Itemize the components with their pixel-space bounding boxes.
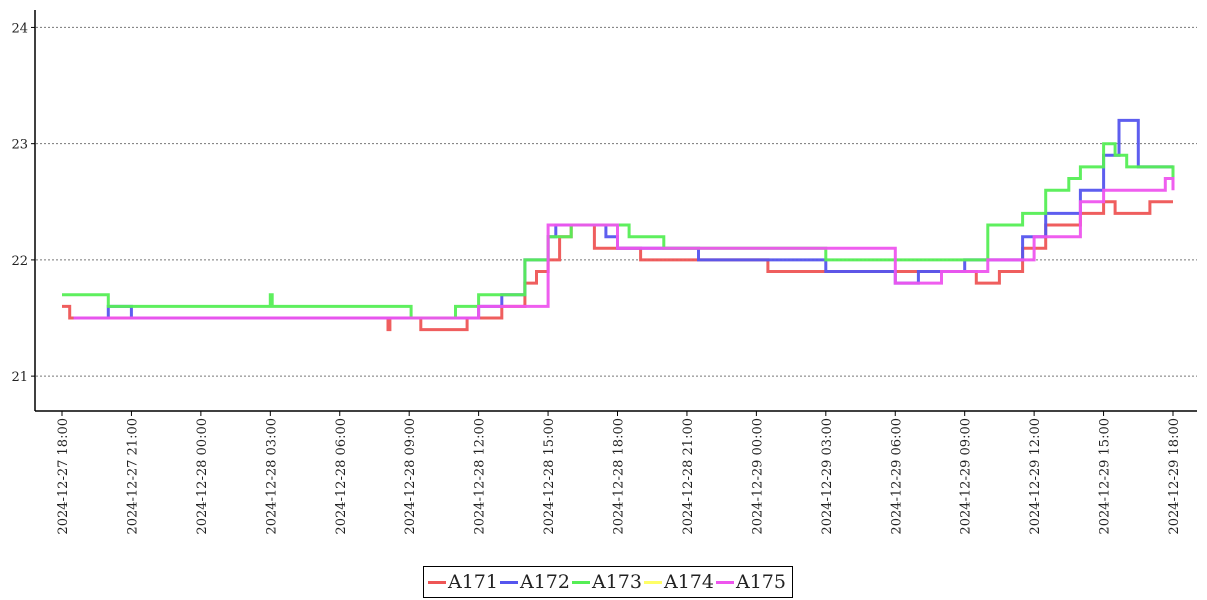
legend-swatch [500,580,518,584]
y-tick-label: 24 [11,21,28,36]
legend-label: A174 [664,571,714,593]
legend-item-a174: A174 [644,571,714,593]
legend-swatch [644,580,662,584]
x-tick-label: 2024-12-28 09:00 [403,418,418,535]
y-tick-label: 22 [11,254,28,269]
legend-item-a171: A171 [428,571,498,593]
y-tick-label: 21 [11,370,28,385]
x-tick-label: 2024-12-27 18:00 [56,418,71,535]
x-tick-label: 2024-12-29 09:00 [959,418,974,535]
legend-label: A171 [448,571,498,593]
axes [34,10,1197,412]
series-line-a171 [62,200,1173,332]
x-tick-label: 2024-12-29 03:00 [820,418,835,535]
series-line-a172 [73,118,1173,320]
x-tick-label: 2024-12-29 15:00 [1098,418,1113,535]
x-tick-label: 2024-12-27 21:00 [125,418,140,535]
x-tick-label: 2024-12-28 03:00 [264,418,279,535]
x-tick-label: 2024-12-28 21:00 [681,418,696,535]
legend: A171 A172 A173 A174 A175 [423,566,793,598]
grid-lines [36,26,1197,377]
x-tick-label: 2024-12-28 15:00 [542,418,557,535]
legend-swatch [572,580,590,584]
y-tick-labels: 21 22 23 24 [11,21,35,385]
legend-swatch [428,580,446,584]
legend-item-a173: A173 [572,571,642,593]
legend-swatch [716,580,734,584]
series-lines [62,118,1175,332]
x-tick-label: 2024-12-29 00:00 [750,418,765,535]
legend-item-a172: A172 [500,571,570,593]
x-tick-label: 2024-12-28 18:00 [612,418,627,535]
legend-item-a175: A175 [716,571,786,593]
x-tick-label: 2024-12-28 00:00 [195,418,210,535]
series-line-a173 [62,142,1175,320]
x-tick-label: 2024-12-29 12:00 [1028,418,1043,535]
x-tick-label: 2024-12-28 12:00 [473,418,488,535]
x-tick-label: 2024-12-28 06:00 [334,418,349,535]
x-tick-label: 2024-12-29 18:00 [1167,418,1182,535]
y-tick-label: 23 [11,138,28,153]
series-line-a175 [73,177,1175,320]
x-tick-label: 2024-12-29 06:00 [889,418,904,535]
legend-label: A175 [736,571,786,593]
x-tick-labels: 2024-12-27 18:00 2024-12-27 21:00 2024-12-… [56,411,1182,535]
legend-label: A172 [520,571,570,593]
legend-label: A173 [592,571,642,593]
